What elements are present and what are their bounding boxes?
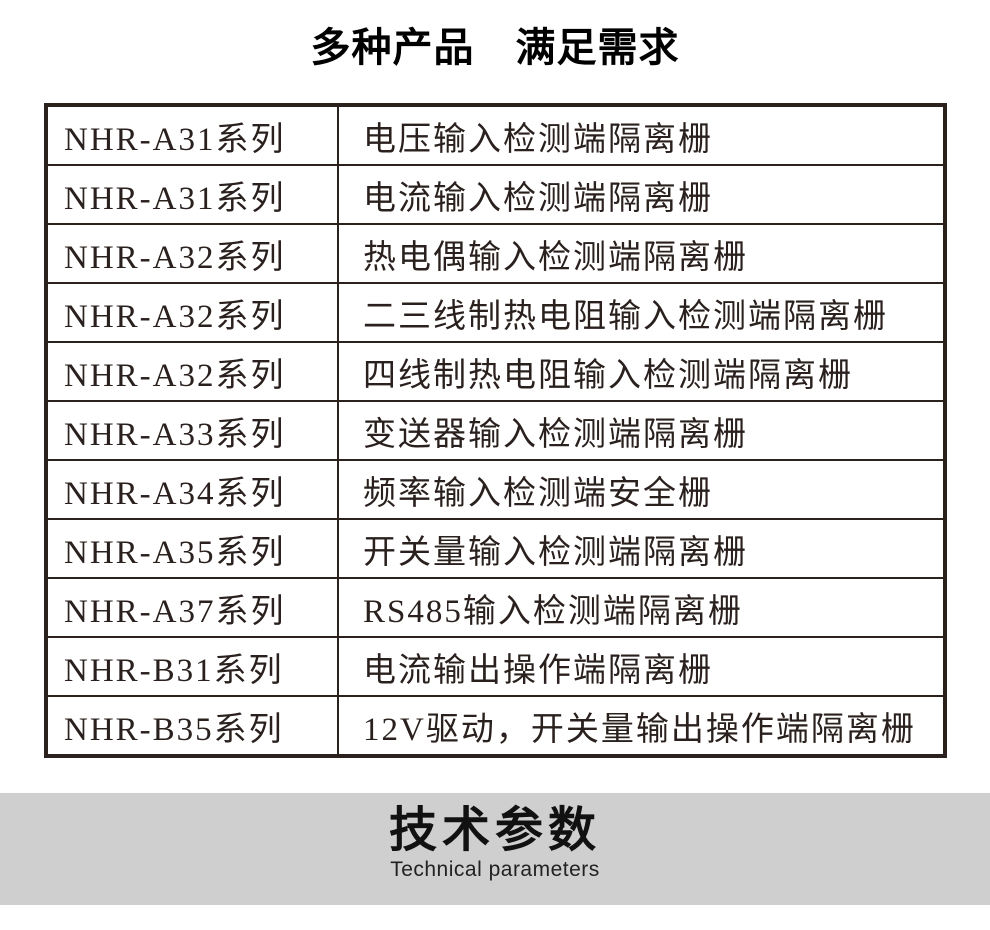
table-row: NHR-A34系列 频率输入检测端安全栅 [48, 461, 943, 520]
product-series-cell: NHR-A34系列 [48, 461, 339, 518]
table-row: NHR-A31系列 电流输入检测端隔离栅 [48, 166, 943, 225]
product-description-cell: 电流输出操作端隔离栅 [363, 652, 713, 689]
table-row: NHR-B35系列 12V驱动，开关量输出操作端隔离栅 [48, 697, 943, 754]
product-series-cell: NHR-B31系列 [48, 638, 339, 695]
product-series-cell: NHR-A33系列 [48, 402, 339, 459]
product-series-cell: NHR-A32系列 [48, 225, 339, 282]
technical-parameters-heading: 技术参数 [388, 804, 601, 857]
table-row: NHR-B31系列 电流输出操作端隔离栅 [48, 638, 943, 697]
technical-parameters-band: 技术参数 Technical parameters [0, 793, 990, 905]
product-description-cell: 四线制热电阻输入检测端隔离栅 [363, 357, 853, 394]
table-row: NHR-A31系列 电压输入检测端隔离栅 [48, 107, 943, 166]
table-row: NHR-A35系列 开关量输入检测端隔离栅 [48, 520, 943, 579]
product-description-cell: 变送器输入检测端隔离栅 [363, 416, 748, 453]
table-row: NHR-A32系列 二三线制热电阻输入检测端隔离栅 [48, 284, 943, 343]
product-series-cell: NHR-A37系列 [48, 579, 339, 636]
product-description-cell: RS485输入检测端隔离栅 [363, 593, 743, 630]
technical-parameters-subheading: Technical parameters [390, 858, 600, 882]
product-series-cell: NHR-A32系列 [48, 284, 339, 341]
product-series-table: NHR-A31系列 电压输入检测端隔离栅 NHR-A31系列 电流输入检测端隔离栅 NH… [44, 103, 947, 758]
product-description-cell: 电压输入检测端隔离栅 [363, 121, 713, 158]
table-row: NHR-A37系列 RS485输入检测端隔离栅 [48, 579, 943, 638]
product-description-cell: 频率输入检测端安全栅 [363, 475, 713, 512]
product-series-cell: NHR-A31系列 [48, 107, 339, 164]
product-series-cell: NHR-A35系列 [48, 520, 339, 577]
product-series-cell: NHR-A31系列 [48, 166, 339, 223]
product-series-cell: NHR-A32系列 [48, 343, 339, 400]
product-description-cell: 12V驱动，开关量输出操作端隔离栅 [363, 711, 916, 748]
product-description-cell: 热电偶输入检测端隔离栅 [363, 239, 748, 276]
product-description-cell: 开关量输入检测端隔离栅 [363, 534, 748, 571]
table-row: NHR-A32系列 四线制热电阻输入检测端隔离栅 [48, 343, 943, 402]
product-description-cell: 二三线制热电阻输入检测端隔离栅 [363, 298, 888, 335]
product-series-cell: NHR-B35系列 [48, 697, 339, 754]
table-row: NHR-A33系列 变送器输入检测端隔离栅 [48, 402, 943, 461]
table-row: NHR-A32系列 热电偶输入检测端隔离栅 [48, 225, 943, 284]
product-description-cell: 电流输入检测端隔离栅 [363, 180, 713, 217]
page-title: 多种产品 满足需求 [310, 26, 680, 70]
